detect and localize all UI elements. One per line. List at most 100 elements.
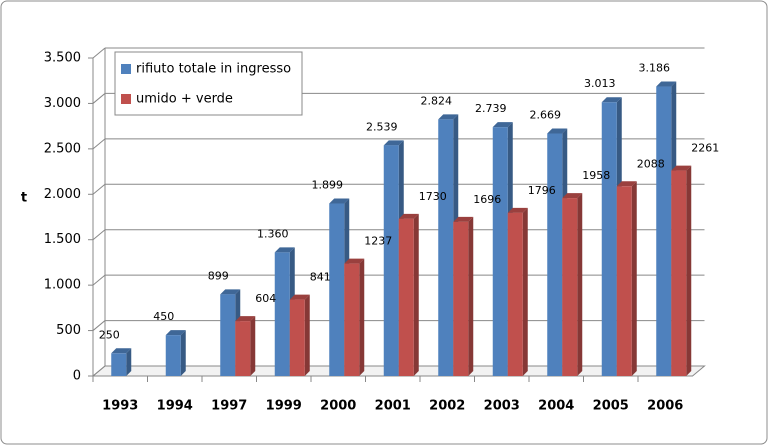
value-label: 2.739 [475, 102, 507, 115]
legend-swatch [121, 64, 131, 74]
legend-label: rifiuto totale in ingresso [136, 62, 291, 77]
bar-top [492, 122, 513, 128]
legend-swatch [121, 94, 131, 104]
x-tick-label: 1999 [266, 399, 302, 414]
bar [616, 186, 632, 376]
bar [344, 263, 360, 376]
bar-top [547, 128, 568, 134]
y-tick-label: 0 [73, 369, 81, 384]
bar [656, 86, 672, 376]
y-tick-label: 1.500 [44, 232, 81, 247]
value-label: 604 [255, 292, 276, 305]
bar [289, 299, 305, 376]
value-label: 1730 [419, 190, 447, 203]
value-label: 2.539 [366, 120, 398, 133]
bar [398, 218, 414, 376]
x-tick-label: 2006 [647, 399, 683, 414]
value-label: 250 [99, 328, 120, 341]
bar [601, 102, 617, 376]
value-label: 1237 [364, 235, 392, 248]
value-label: 3.186 [639, 62, 671, 75]
y-tick-label: 1.000 [44, 278, 81, 293]
bar-side [522, 207, 528, 376]
x-tick-label: 1994 [157, 399, 193, 414]
bar-top [601, 97, 622, 103]
bar-top [507, 207, 528, 213]
x-tick-label: 1993 [102, 399, 138, 414]
y-axis-label: t [21, 191, 27, 206]
y-tick-label: 2.500 [44, 141, 81, 156]
grid-line-side [92, 320, 106, 331]
x-tick-label: 2002 [429, 399, 465, 414]
x-tick-label: 2003 [484, 399, 520, 414]
bar-top [656, 81, 677, 87]
bar [671, 170, 687, 376]
bar [562, 198, 578, 376]
bar-top [383, 140, 404, 146]
bar-top [274, 247, 295, 253]
bar [329, 203, 345, 376]
grid-line-side [92, 365, 106, 377]
grid-line-side [92, 183, 106, 195]
value-label: 1696 [473, 193, 501, 206]
bar-top [165, 330, 186, 336]
bar-side [413, 213, 419, 376]
value-label: 2.824 [421, 94, 453, 107]
bar-top [111, 348, 132, 354]
bar [274, 252, 290, 376]
bar [220, 294, 236, 376]
legend-box [114, 51, 303, 116]
x-tick-label: 1997 [211, 399, 247, 414]
value-label: 899 [208, 269, 229, 282]
bar-side [468, 216, 474, 376]
bar-side [631, 181, 637, 376]
bar [507, 212, 523, 376]
value-label: 2261 [691, 142, 719, 155]
bar-top [289, 294, 310, 300]
x-tick-label: 2000 [320, 399, 356, 414]
grid-line-side [92, 47, 106, 59]
y-tick-label: 2.000 [44, 187, 81, 202]
value-label: 1958 [582, 169, 610, 182]
value-label: 2.669 [530, 109, 562, 122]
grid-line-side [92, 93, 106, 104]
legend-label: umido + verde [136, 92, 233, 107]
bar [438, 119, 454, 376]
bar [383, 145, 399, 376]
bar-top [398, 213, 419, 219]
bar [547, 133, 563, 376]
value-label: 1.360 [257, 227, 289, 240]
value-label: 1.899 [312, 178, 344, 191]
bar-top [453, 216, 474, 222]
bar [165, 335, 181, 376]
x-tick-label: 2004 [538, 399, 574, 414]
bar-top [438, 114, 459, 120]
bar-top [344, 258, 365, 264]
y-tick-label: 3.500 [44, 51, 81, 66]
bar-side [359, 258, 365, 376]
x-tick-label: 2001 [375, 399, 411, 414]
bar [492, 127, 508, 376]
bar [235, 321, 251, 376]
bar [111, 353, 127, 376]
grid-line-side [92, 138, 106, 150]
y-tick-label: 3.000 [44, 96, 81, 111]
value-label: 2088 [637, 157, 665, 170]
bar-side [126, 348, 132, 376]
bar-top [671, 165, 692, 171]
bar-top [616, 181, 637, 187]
value-label: 1796 [528, 184, 556, 197]
bar-side [686, 165, 692, 376]
grid-line-side [92, 274, 106, 286]
value-label: 841 [310, 271, 331, 284]
bar-top [329, 198, 350, 204]
bar-side [304, 294, 310, 376]
x-tick-label: 2005 [593, 399, 629, 414]
y-tick-label: 500 [56, 323, 81, 338]
grid-line-side [92, 229, 106, 241]
bar-top [220, 289, 241, 295]
value-label: 450 [153, 310, 174, 323]
value-label: 3.013 [584, 77, 616, 90]
bar [453, 221, 469, 376]
